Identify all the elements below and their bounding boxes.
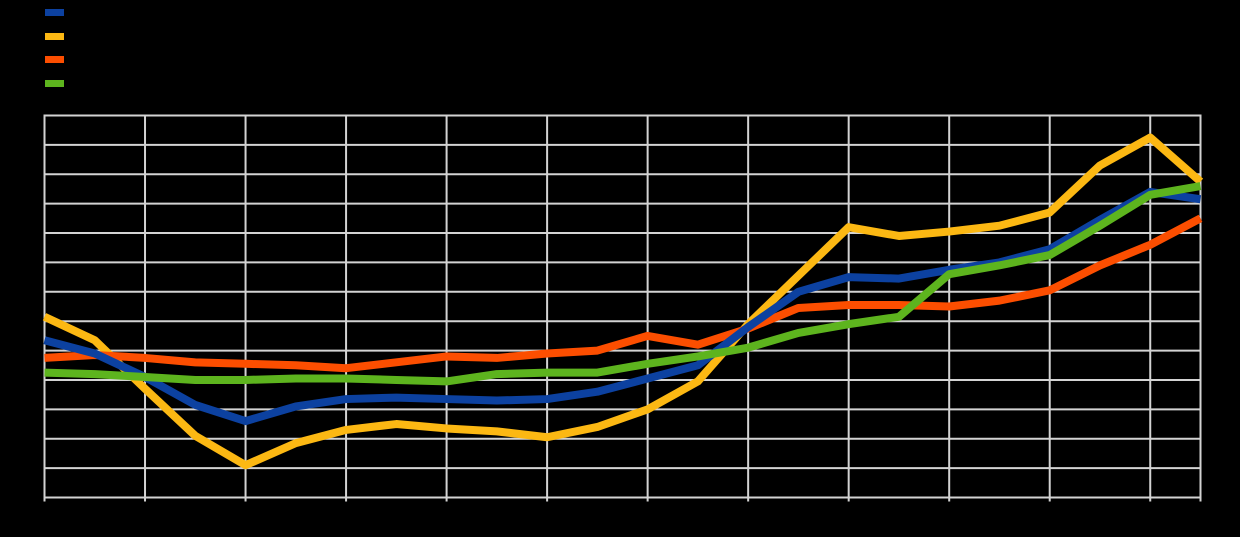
- legend-swatch-yellow: [45, 32, 64, 40]
- legend-swatch-blue: [45, 9, 64, 16]
- series-line-yellow: [42, 133, 1204, 470]
- series-line-blue: [43, 187, 1202, 426]
- legend-swatch-green: [45, 79, 64, 87]
- legend-swatch-orange: [45, 56, 64, 63]
- series-line-orange: [44, 214, 1203, 373]
- series-line-green: [44, 182, 1202, 386]
- chart-legend: [0, 0, 400, 100]
